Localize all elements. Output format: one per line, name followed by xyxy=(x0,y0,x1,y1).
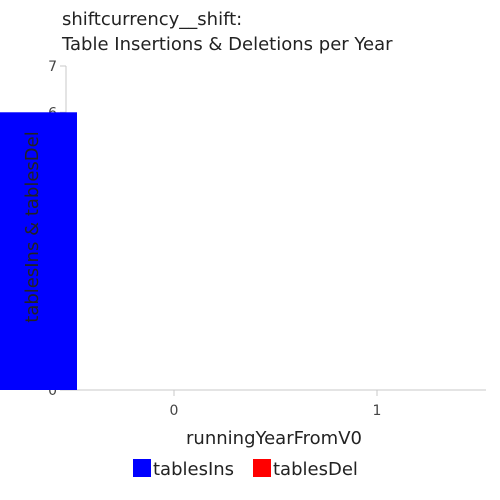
y-axis-label: tablesIns & tablesDel xyxy=(22,131,43,322)
y-tick-label: 7 xyxy=(48,59,57,75)
legend-swatch-tablesDel xyxy=(253,459,271,477)
legend-label-tablesIns: tablesIns xyxy=(153,459,234,480)
y-tick-label: 0 xyxy=(48,383,57,399)
chart-title-line-1: shiftcurrency__shift: xyxy=(62,9,242,30)
x-tick-label: 0 xyxy=(170,403,179,419)
x-axis-label: runningYearFromV0 xyxy=(186,428,362,449)
bar-tablesIns-0 xyxy=(0,112,77,391)
legend-swatch-tablesIns xyxy=(133,459,151,477)
chart-title-line-2: Table Insertions & Deletions per Year xyxy=(61,34,393,55)
plot-area: 0123456701 xyxy=(0,59,486,419)
legend: tablesIns tablesDel xyxy=(133,459,358,480)
legend-label-tablesDel: tablesDel xyxy=(273,459,358,480)
x-tick-label: 1 xyxy=(373,403,382,419)
